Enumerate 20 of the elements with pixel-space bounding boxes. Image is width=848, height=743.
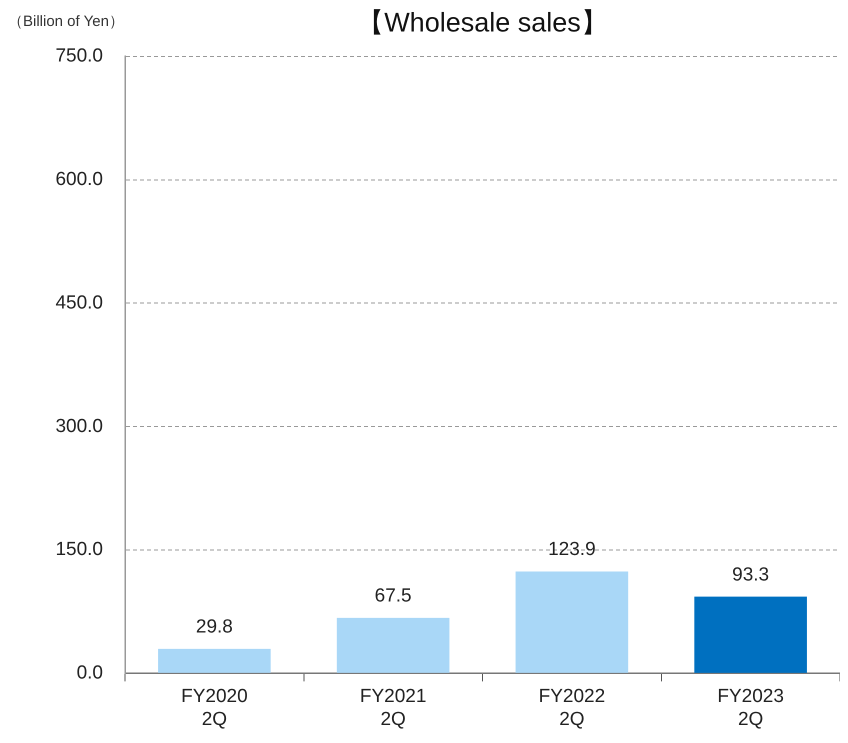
x-tick-label: FY2023 2Q xyxy=(717,686,784,730)
bar xyxy=(336,618,450,673)
y-tick-label: 600.0 xyxy=(55,169,103,190)
x-tick-label: FY2020 2Q xyxy=(181,686,248,730)
bar xyxy=(694,596,807,673)
y-tick-label: 0.0 xyxy=(76,662,103,684)
data-label: 67.5 xyxy=(374,586,412,607)
x-tick-label: FY2022 2Q xyxy=(538,686,606,730)
y-tick-label: 300.0 xyxy=(55,416,103,437)
data-label: 123.9 xyxy=(548,539,596,560)
x-tick-label: FY2021 2Q xyxy=(360,686,426,730)
bar xyxy=(158,648,271,673)
bar xyxy=(516,571,628,673)
chart-title: 【Wholesale sales】 xyxy=(357,8,608,38)
data-label: 29.8 xyxy=(196,616,233,638)
y-tick-label: 750.0 xyxy=(55,46,103,67)
y-axis-title: （Billion of Yen） xyxy=(8,13,124,30)
y-tick-label: 150.0 xyxy=(55,539,103,560)
y-tick-label: 450.0 xyxy=(55,292,103,314)
data-label: 93.3 xyxy=(732,564,770,586)
